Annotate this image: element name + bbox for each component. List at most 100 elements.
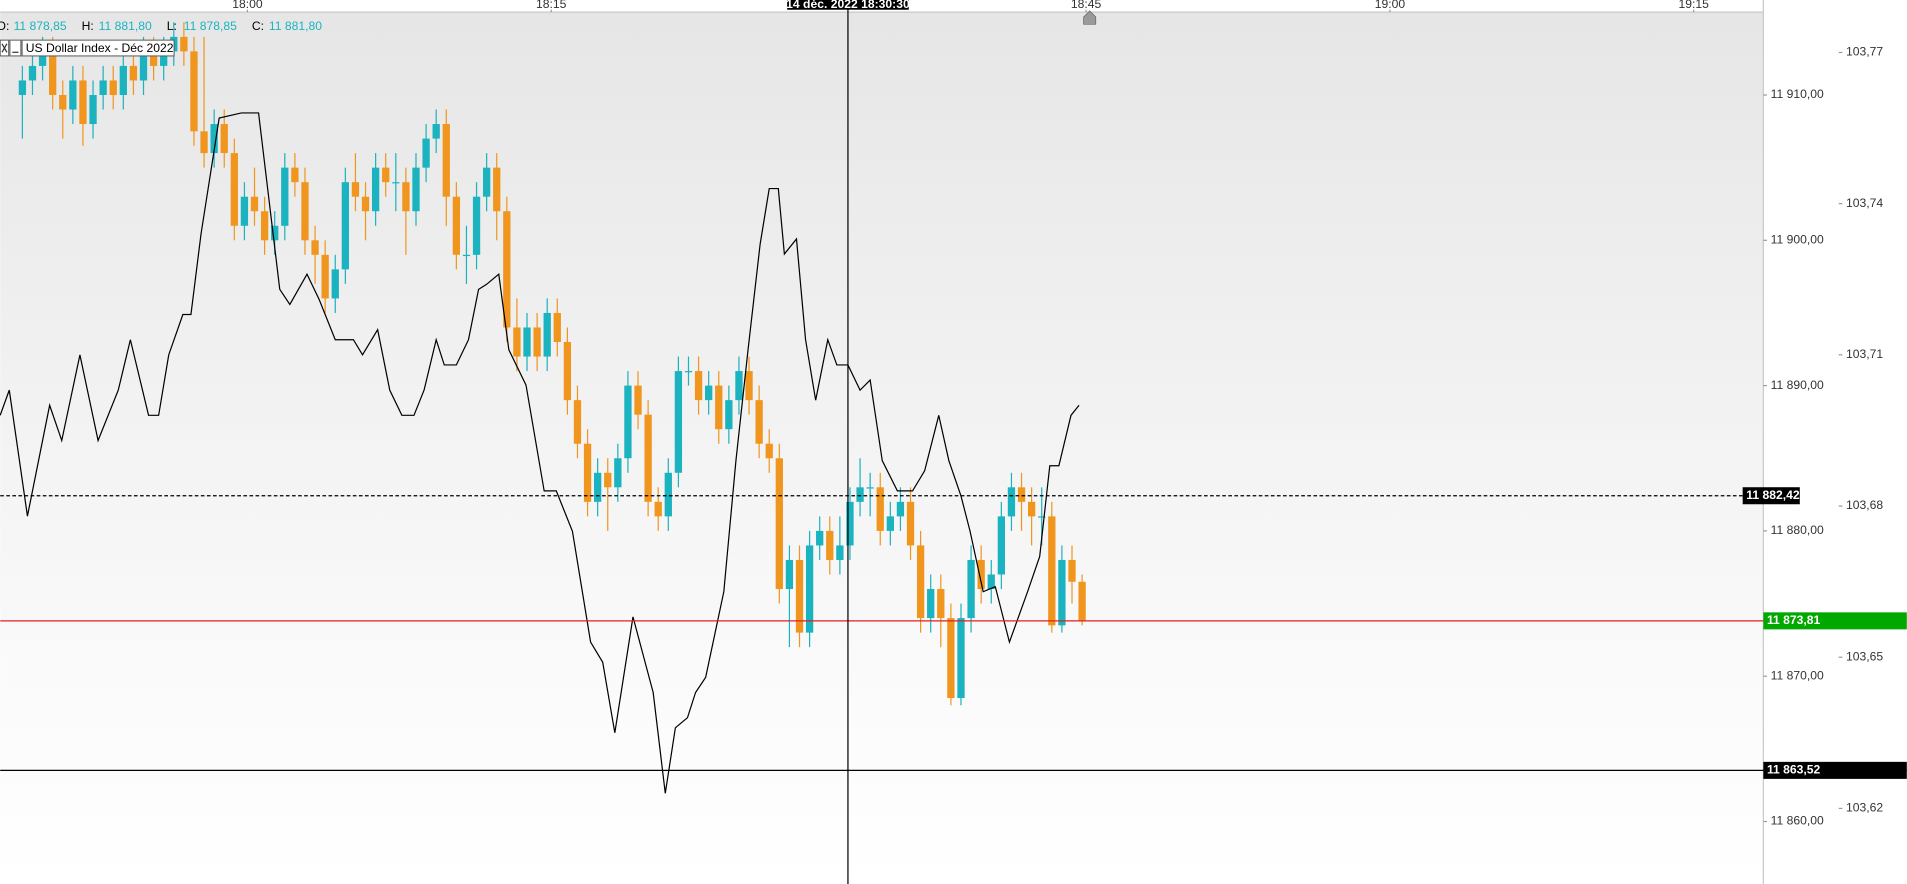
y2-tick-label: 103,71 (1846, 347, 1883, 361)
candle-body (38, 51, 47, 66)
ohlc-label: H: (82, 19, 94, 33)
candle-body (765, 443, 773, 459)
candle-body (937, 589, 945, 619)
minimize-button[interactable] (9, 39, 22, 57)
candle-body (129, 65, 138, 81)
y2-tick-label: 103,68 (1846, 498, 1883, 512)
candle-body (886, 516, 894, 531)
candle-body (119, 65, 127, 95)
candle-body (79, 80, 87, 125)
candle-body (573, 400, 582, 444)
ohlc-label: O: (0, 19, 9, 33)
candle-body (402, 182, 410, 212)
candle-body (553, 312, 561, 343)
candle-body (28, 65, 37, 81)
candle-body (755, 400, 763, 444)
candle-body (826, 530, 834, 560)
candle-body (311, 240, 319, 255)
ohlc-label: C: (252, 19, 264, 33)
price-label: 11 873,81 (1767, 613, 1821, 627)
candle-body (281, 167, 289, 226)
candle-body (1038, 516, 1046, 518)
candle-body (139, 51, 148, 81)
candle-body (442, 124, 450, 197)
candle-body (200, 131, 208, 154)
x-tick-label: 19:00 (1375, 0, 1406, 11)
y2-tick-label: 103,77 (1846, 45, 1883, 59)
candle-body (916, 545, 925, 619)
x-tick-label: 18:15 (536, 0, 567, 11)
candle-body (1068, 559, 1076, 582)
candle-body (694, 371, 703, 401)
candle-body (745, 371, 753, 401)
plot-background (0, 12, 1764, 884)
candle-body (149, 51, 158, 66)
y2-tick-label: 103,65 (1846, 649, 1883, 663)
candle-body (715, 385, 723, 430)
candle-body (49, 51, 57, 95)
x-tick-label: 19:15 (1678, 0, 1709, 11)
candle-body (230, 153, 238, 226)
overlay: US Dollar Index - Déc 2022 O: 11 878,85 … (0, 10, 1097, 57)
candle-body (816, 530, 824, 546)
crosshair-label-box (787, 0, 909, 10)
candle-body (331, 269, 339, 299)
candle-body (341, 182, 349, 270)
ohlc-value: 11 881,80 (99, 19, 152, 33)
y-tick-label: 11 900,00 (1771, 232, 1824, 246)
candle-body (493, 167, 501, 212)
candle-body (947, 618, 955, 699)
candle-body (856, 487, 864, 502)
candle-body (795, 559, 804, 633)
time-marker[interactable] (1083, 10, 1097, 25)
candle-body (382, 167, 390, 183)
candle-body (866, 487, 874, 489)
candle-body (1048, 516, 1056, 626)
close-icon (1, 43, 8, 53)
ohlc-value: 11 878,85 (14, 19, 67, 33)
candle-body (371, 167, 380, 212)
candle-body (735, 371, 743, 401)
x-tick-label: 18:45 (1071, 0, 1102, 11)
candle-body (654, 501, 662, 517)
y2-tick-label: 103,62 (1846, 801, 1883, 815)
candle-body (99, 80, 107, 95)
candle-body (967, 559, 975, 619)
candle-body (634, 385, 642, 415)
candle-body (432, 124, 440, 139)
candle-body (805, 545, 814, 633)
candle-body (89, 94, 97, 125)
candle-body (503, 211, 511, 328)
candle-body (533, 327, 541, 357)
candle-body (896, 501, 905, 517)
candle-body (412, 167, 420, 212)
candle-body (785, 559, 794, 590)
candle-body (997, 516, 1006, 575)
ohlc-value: 11 881,80 (269, 19, 322, 33)
candle-body (604, 472, 612, 488)
candle-body (583, 443, 592, 502)
candle-body (160, 51, 168, 66)
candle-body (705, 385, 713, 401)
candle-body (977, 559, 985, 590)
candle-body (482, 167, 491, 197)
candle-body (240, 196, 249, 226)
candle-body (321, 254, 329, 299)
candle-body (927, 589, 935, 619)
y-tick-label: 11 870,00 (1771, 668, 1824, 682)
legend-label: US Dollar Index - Déc 2022 (26, 41, 174, 55)
candle-body (69, 80, 77, 110)
candle-body (725, 400, 733, 430)
candle-body (18, 80, 27, 95)
candle-body (664, 472, 672, 517)
candle-body (59, 94, 67, 110)
y-tick-label: 11 880,00 (1771, 523, 1824, 537)
candle-body (513, 327, 521, 357)
candle-body (220, 124, 228, 154)
legend-box (21, 39, 175, 57)
crosshair-label: 14 déc. 2022 18:30:30 (786, 0, 910, 11)
candle-body (250, 196, 259, 212)
candle-body (906, 501, 915, 546)
